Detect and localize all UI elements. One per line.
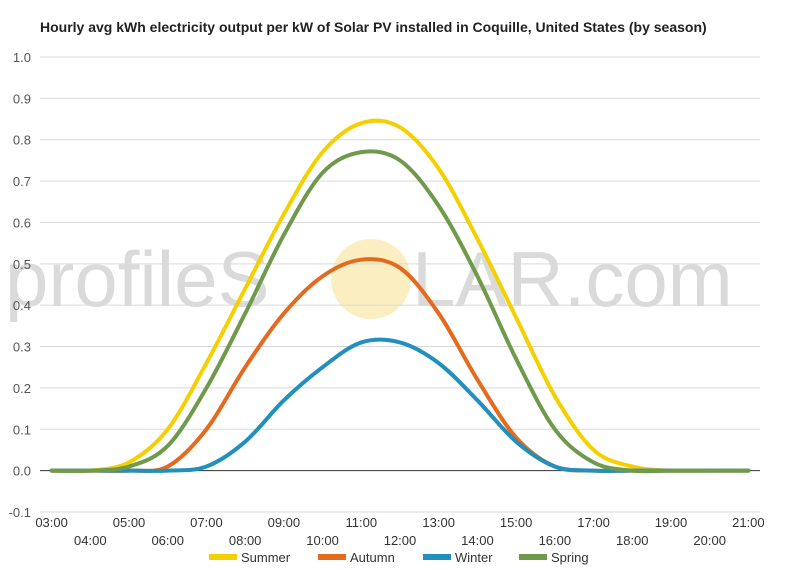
y-tick-label: 0.6 bbox=[13, 215, 31, 230]
x-tick-label: 07:00 bbox=[190, 515, 223, 530]
legend-label-autumn: Autumn bbox=[350, 550, 395, 565]
watermark-sun bbox=[331, 239, 411, 319]
x-tick-label: 20:00 bbox=[693, 533, 726, 548]
watermark-text-right: LAR.com bbox=[412, 235, 733, 323]
watermark: profileS LAR.com bbox=[5, 235, 733, 323]
legend-swatch-spring bbox=[519, 554, 547, 560]
x-tick-label: 06:00 bbox=[151, 533, 184, 548]
x-tick-label: 13:00 bbox=[422, 515, 455, 530]
x-tick-label: 12:00 bbox=[384, 533, 417, 548]
x-tick-label: 04:00 bbox=[74, 533, 107, 548]
series-line-summer bbox=[49, 118, 751, 474]
x-tick-label: 14:00 bbox=[461, 533, 494, 548]
legend-label-summer: Summer bbox=[241, 550, 291, 565]
x-tick-label: 15:00 bbox=[500, 515, 533, 530]
y-tick-label: 0.9 bbox=[13, 91, 31, 106]
legend-swatch-winter bbox=[423, 554, 451, 560]
y-tick-label: 0.4 bbox=[13, 298, 31, 313]
series-line-spring bbox=[49, 149, 751, 474]
y-tick-label: 0.0 bbox=[13, 464, 31, 479]
y-tick-label: 0.1 bbox=[13, 422, 31, 437]
x-tick-label: 08:00 bbox=[229, 533, 262, 548]
x-tick-label: 05:00 bbox=[113, 515, 146, 530]
legend-label-winter: Winter bbox=[455, 550, 493, 565]
x-tick-label: 21:00 bbox=[732, 515, 765, 530]
x-tick-label: 09:00 bbox=[268, 515, 301, 530]
y-tick-label: 1.0 bbox=[13, 50, 31, 65]
watermark-text-left: profileS bbox=[5, 235, 269, 323]
series-line-winter bbox=[49, 337, 751, 473]
legend: Summer Autumn Winter Spring bbox=[209, 550, 589, 565]
legend-swatch-autumn bbox=[318, 554, 346, 560]
x-tick-label: 19:00 bbox=[655, 515, 688, 530]
y-tick-label: -0.1 bbox=[9, 505, 31, 520]
legend-swatch-summer bbox=[209, 554, 237, 560]
x-tick-label: 17:00 bbox=[577, 515, 610, 530]
y-tick-label: 0.7 bbox=[13, 174, 31, 189]
x-tick-label: 16:00 bbox=[539, 533, 572, 548]
y-tick-label: 0.8 bbox=[13, 133, 31, 148]
x-tick-label: 10:00 bbox=[306, 533, 339, 548]
y-tick-label: 0.3 bbox=[13, 340, 31, 355]
x-tick-label: 11:00 bbox=[346, 515, 378, 530]
y-axis: 1.0 0.9 0.8 0.7 0.6 0.5 0.4 0.3 0.2 0.1 0.0 -0.1 bbox=[9, 50, 31, 520]
y-tick-label: 0.5 bbox=[13, 257, 31, 272]
chart-title: Hourly avg kWh electricity output per kW… bbox=[40, 19, 707, 35]
series-lines bbox=[49, 118, 751, 474]
x-tick-label: 03:00 bbox=[35, 515, 68, 530]
x-tick-label: 18:00 bbox=[616, 533, 649, 548]
x-axis: 03:00 05:00 07:00 09:00 11:00 13:00 15:00 17:00… bbox=[35, 515, 764, 548]
y-tick-label: 0.2 bbox=[13, 381, 31, 396]
legend-label-spring: Spring bbox=[551, 550, 589, 565]
